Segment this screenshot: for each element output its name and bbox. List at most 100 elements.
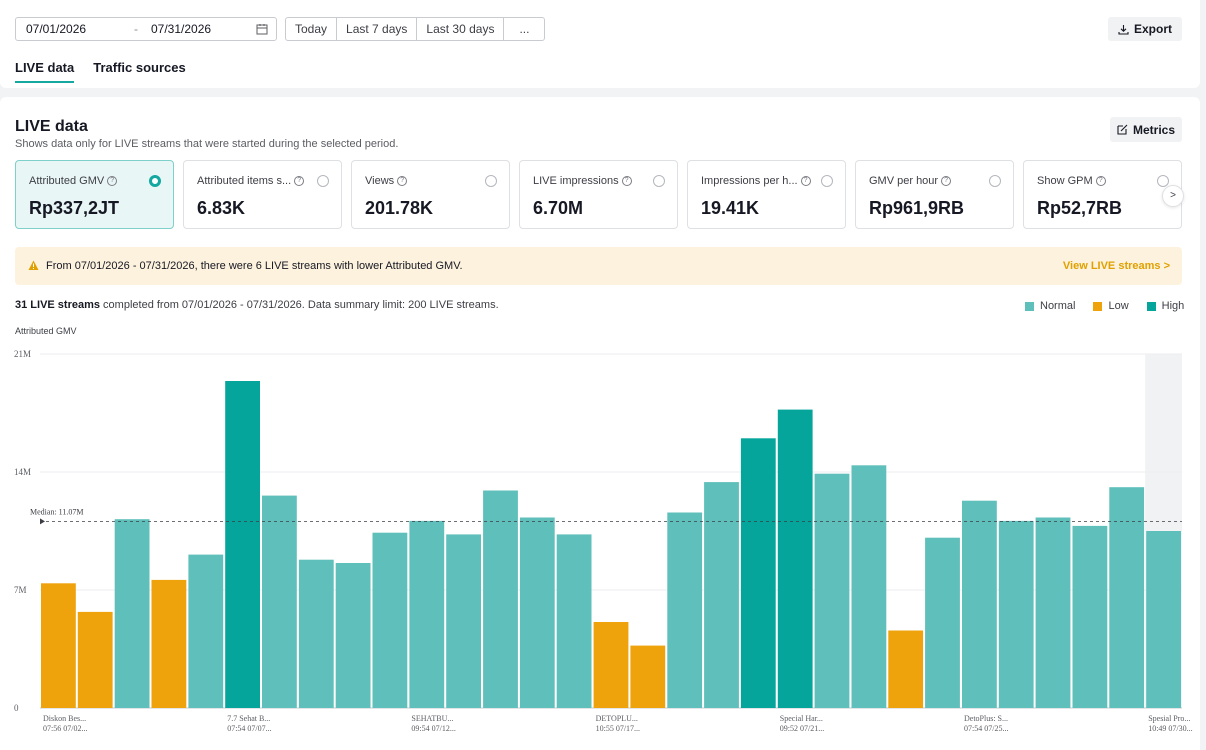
export-label: Export [1133,22,1172,36]
chart-bar [188,554,224,708]
x-tick-label: SEHATBU... [411,714,453,723]
stream-summary: 31 LIVE streams completed from 07/01/202… [15,299,499,311]
section-title: LIVE data [15,118,88,135]
alert-banner: From 07/01/2026 - 07/31/2026, there were… [15,247,1182,285]
help-icon[interactable]: ? [107,176,118,186]
chart-bar [151,579,187,708]
card-radio[interactable] [653,175,665,187]
warning-icon [28,260,39,270]
date-end[interactable]: 07/31/2026 [151,22,212,36]
x-tick-label: Special Har... [780,714,823,723]
date-start[interactable]: 07/01/2026 [26,22,87,36]
card-label: Show GPM? [1037,175,1106,187]
chart-bar [41,583,76,708]
card-label-text: Attributed items s... [197,175,292,187]
chart-bar [925,537,960,708]
tab-traffic-sources[interactable]: Traffic sources [93,60,186,75]
card-label: GMV per hour? [869,175,952,187]
legend-label: Low [1108,300,1129,312]
legend-label: High [1161,300,1185,312]
legend-swatch [1093,301,1103,311]
chart-bar [1109,487,1145,708]
help-icon[interactable]: ? [621,176,632,186]
x-tick-time: 07:54 07/25... [964,724,1008,733]
summary-count: 31 LIVE streams [15,299,100,311]
chart-bar [593,622,629,708]
metric-card-attributed-items[interactable]: Attributed items s...? 6.83K [183,160,342,229]
chart-legend: Normal Low High [1025,300,1184,312]
alert-text: From 07/01/2026 - 07/31/2026, there were… [46,260,463,272]
chart-bar [1146,531,1181,708]
date-range-picker[interactable]: 07/01/2026 - 07/31/2026 [15,17,277,41]
card-value: 6.70M [533,198,584,218]
carousel-next-button[interactable]: > [1162,185,1184,207]
metrics-button[interactable]: Metrics [1110,117,1182,142]
quick-range-7-days[interactable]: Last 7 days [337,18,418,40]
metric-card-impressions-per-hour[interactable]: Impressions per h...? 19.41K [687,160,846,229]
card-label: Attributed GMV? [29,175,118,187]
card-radio[interactable] [1157,175,1169,187]
y-tick-label: 14M [14,467,31,477]
quick-range-more[interactable]: ... [519,22,530,36]
x-tick-label: 7.7 Sehat B... [227,714,270,723]
help-icon[interactable]: ? [1095,176,1106,186]
chart-bar [777,409,813,708]
chart-bar [372,532,408,708]
chart-bar [298,559,334,708]
x-tick-label: Diskon Bes... [43,714,86,723]
quick-range-today[interactable]: Today [286,18,338,40]
help-icon[interactable]: ? [941,176,952,186]
help-icon[interactable]: ? [397,176,408,186]
date-separator: - [134,22,138,36]
help-icon[interactable]: ? [294,176,305,186]
chart-bar [446,534,481,708]
legend-item-low[interactable]: Low [1093,300,1129,312]
y-axis-label: Attributed GMV [15,326,77,336]
chart-bar [556,534,592,708]
metric-card-live-impressions[interactable]: LIVE impressions? 6.70M [519,160,678,229]
legend-item-high[interactable]: High [1146,300,1185,312]
card-label-text: Impressions per h... [701,175,798,187]
card-radio[interactable] [149,175,161,187]
chart-bar [1072,525,1108,708]
view-live-streams-link[interactable]: View LIVE streams > [1062,260,1170,272]
card-radio[interactable] [317,175,329,187]
x-tick-time: 09:52 07/21... [780,724,824,733]
card-label-text: GMV per hour [869,175,939,187]
chart-bar [262,495,297,708]
card-value: 19.41K [701,198,760,218]
legend-item-normal[interactable]: Normal [1025,300,1075,312]
x-tick-time: 07:56 07/02... [43,724,87,733]
x-tick-time: 09:54 07/12... [411,724,455,733]
download-icon [1118,24,1129,35]
card-label-text: Views [365,175,395,187]
chart-bar [888,630,924,708]
metric-card-attributed-gmv[interactable]: Attributed GMV? Rp337,2JT [15,160,174,229]
chart-bar [814,473,850,708]
chart-bar [77,611,113,708]
chart-bar [740,438,776,708]
x-tick-time: 07:54 07/07... [227,724,271,733]
card-radio[interactable] [485,175,497,187]
metric-card-show-gpm[interactable]: Show GPM? Rp52,7RB [1023,160,1182,229]
tab-live-data[interactable]: LIVE data [15,60,75,83]
help-icon[interactable]: ? [800,176,811,186]
summary-text: completed from 07/01/2026 - 07/31/2026. … [100,299,499,311]
quick-range-30-days[interactable]: Last 30 days [417,18,505,40]
card-value: Rp961,9RB [869,198,965,218]
median-marker [40,518,45,525]
metric-card-gmv-per-hour[interactable]: GMV per hour? Rp961,9RB [855,160,1014,229]
chart-bar [998,520,1034,708]
card-value: 201.78K [365,198,434,218]
card-label-text: Attributed GMV [29,175,105,187]
chart-bar [225,381,260,708]
card-radio[interactable] [821,175,833,187]
export-button[interactable]: Export [1108,17,1182,41]
card-radio[interactable] [989,175,1001,187]
chart-bar [1035,517,1071,708]
calendar-icon[interactable] [256,23,268,35]
metric-card-views[interactable]: Views? 201.78K [351,160,510,229]
x-tick-label: Spesial Pro... [1148,714,1190,723]
legend-swatch [1146,301,1156,311]
